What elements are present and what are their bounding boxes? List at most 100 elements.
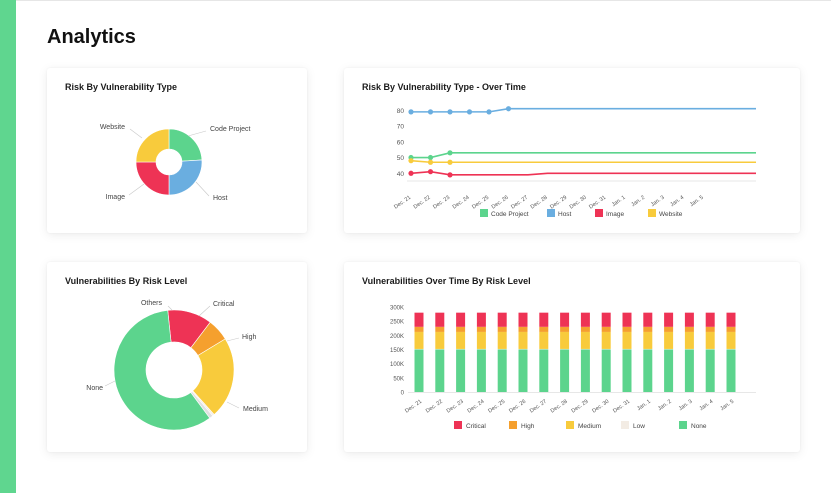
donut-slice-image [135, 161, 170, 196]
data-point-host [466, 109, 473, 115]
bar-segment-critical [580, 312, 590, 327]
x-tick-label: Dec. 21 [393, 195, 412, 211]
y-tick-label: 50K [393, 376, 404, 382]
bar-segment-medium [476, 331, 486, 349]
bar-segment-critical [622, 312, 632, 327]
legend-swatch-none [679, 421, 687, 429]
legend-label-low: Low [633, 423, 645, 430]
bar-segment-high [518, 326, 528, 332]
x-tick-label: Dec. 30 [591, 399, 610, 415]
series-line-host [411, 107, 756, 113]
slice-label-critical: Critical [213, 301, 235, 308]
bar-segment-medium [518, 331, 528, 349]
card-risk-over-time: Risk By Vulnerability Type - Over Time 4… [344, 68, 800, 233]
bar-segment-low [497, 348, 507, 350]
bar-segment-low [601, 348, 611, 350]
accent-sidebar-strip [0, 0, 16, 493]
bar-segment-none [497, 349, 507, 392]
x-tick-label: Dec. 26 [508, 399, 527, 415]
bar-segment-high [476, 326, 486, 332]
bar-segment-none [684, 349, 694, 392]
bar-segment-none [414, 349, 424, 392]
bar-segment-medium [684, 331, 694, 349]
slice-label-website: Website [100, 124, 125, 131]
x-tick-label: Jan. 1 [636, 399, 652, 413]
card-vulnerabilities-over-time: Vulnerabilities Over Time By Risk Level … [344, 262, 800, 452]
bar-segment-critical [705, 312, 715, 327]
x-tick-label: Jan. 1 [611, 195, 627, 209]
label-leader-high [226, 337, 240, 342]
bar-segment-low [622, 348, 632, 350]
x-tick-label: Jan. 5 [719, 399, 735, 413]
bar-segment-low [726, 348, 736, 350]
y-tick-label: 60 [397, 139, 405, 146]
bar-segment-medium [497, 331, 507, 349]
x-tick-label: Dec. 28 [530, 195, 549, 211]
card-vulnerabilities-by-risk-level: Vulnerabilities By Risk Level Critical Hi… [47, 262, 307, 452]
bar-segment-low [560, 348, 570, 350]
label-leader-critical [198, 305, 211, 317]
y-tick-label: 200K [390, 334, 404, 340]
bar-segment-low [580, 348, 590, 350]
bar-segment-high [435, 326, 445, 332]
bar-segment-high [622, 326, 632, 332]
top-divider [16, 0, 831, 1]
y-tick-label: 150K [390, 348, 404, 354]
bar-segment-none [560, 349, 570, 392]
x-tick-label: Dec. 23 [432, 195, 451, 211]
x-tick-label: Dec. 23 [446, 399, 465, 415]
legend-swatch-low [621, 421, 629, 429]
series-line-code-project [411, 152, 756, 159]
series-line-image [410, 170, 756, 176]
x-tick-label: Dec. 25 [487, 399, 506, 415]
bar-segment-medium [539, 331, 549, 349]
bar-segment-critical [601, 312, 611, 327]
data-point-code-project [447, 150, 453, 156]
bar-segment-high [539, 326, 549, 332]
x-tick-label: Dec. 30 [569, 195, 588, 211]
data-point-website [447, 159, 453, 165]
bar-segment-critical [726, 312, 736, 327]
y-tick-label: 0 [401, 391, 405, 397]
legend-swatch-high [509, 421, 517, 429]
slice-label-code-project: Code Project [210, 126, 251, 133]
x-tick-label: Dec. 22 [413, 195, 432, 211]
bar-segment-high [601, 326, 611, 332]
legend-swatch-medium [566, 421, 574, 429]
slice-label-medium: Medium [243, 406, 268, 413]
card-title: Vulnerabilities By Risk Level [65, 276, 188, 286]
bar-segment-critical [518, 312, 528, 327]
data-point-host [447, 109, 453, 115]
bar-segment-low [684, 348, 694, 350]
bar-segment-low [456, 348, 466, 350]
chart-risk-by-type: Code Project Host Image Website [100, 124, 251, 202]
x-tick-label: Jan. 2 [657, 399, 673, 413]
donut-slice-none [113, 309, 211, 431]
slice-label-host: Host [213, 195, 227, 202]
y-tick-label: 80 [397, 108, 405, 115]
data-point-website [408, 158, 414, 164]
data-point-website [427, 159, 434, 165]
data-point-code-project [427, 154, 434, 161]
x-tick-label: Dec. 21 [404, 399, 423, 415]
bar-segment-critical [560, 312, 570, 327]
page-title: Analytics [47, 26, 136, 48]
bar-segment-high [580, 326, 590, 332]
bar-segment-critical [497, 312, 507, 327]
bar-segment-critical [476, 312, 486, 327]
bar-segment-medium [643, 331, 653, 349]
x-tick-label: Dec. 24 [452, 195, 471, 211]
bar-segment-none [476, 349, 486, 392]
legend-label-website: Website [659, 211, 683, 218]
bar-segment-high [414, 326, 424, 332]
bar-segment-critical [456, 312, 466, 327]
bar-segment-none [601, 349, 611, 392]
legend-label-image: Image [606, 211, 624, 218]
x-tick-label: Dec. 24 [467, 399, 486, 415]
slice-label-image: Image [106, 194, 126, 201]
bar-segment-high [560, 326, 570, 332]
bar-segment-low [664, 348, 674, 350]
bar-segment-medium [414, 331, 424, 349]
